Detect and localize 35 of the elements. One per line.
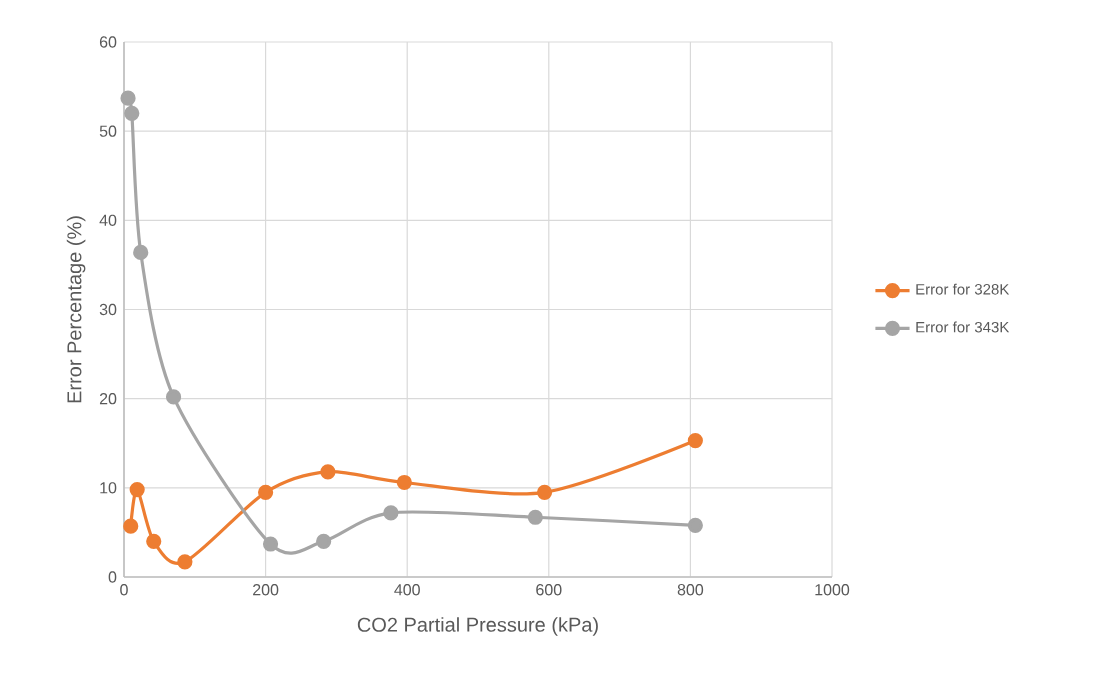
x-axis-title: CO2 Partial Pressure (kPa)	[357, 617, 598, 636]
point	[262, 536, 279, 552]
point	[536, 484, 553, 500]
point	[177, 554, 193, 570]
point	[133, 244, 149, 261]
y-tick-label: 60	[99, 36, 117, 48]
y-tick-label: 10	[100, 482, 117, 494]
y-tick-label: 40	[99, 214, 117, 226]
point	[320, 464, 336, 480]
x-tick-label: 600	[536, 584, 562, 596]
y-tick-label: 20	[99, 393, 117, 405]
legend-label: Error for 343K	[916, 321, 1010, 333]
point	[316, 533, 332, 549]
point	[687, 432, 703, 449]
x-tick-label: 0	[120, 584, 128, 596]
point	[396, 474, 412, 491]
legend-label: Error for 328K	[916, 283, 1010, 295]
x-tick-label: 800	[677, 584, 704, 596]
point	[258, 484, 274, 500]
point	[124, 105, 140, 121]
y-axis-title: Error Percentage (%)	[66, 216, 86, 403]
y-tick-label: 50	[99, 125, 117, 137]
x-tick-label: 400	[394, 584, 420, 596]
point	[527, 509, 543, 525]
point	[146, 533, 162, 549]
point	[129, 482, 145, 498]
y-tick-label: 30	[99, 303, 117, 316]
point	[383, 505, 399, 521]
x-tick-label: 1000	[815, 584, 850, 596]
point	[120, 90, 136, 106]
point	[687, 517, 703, 533]
point	[165, 389, 182, 405]
point	[123, 518, 139, 534]
x-tick-label: 200	[253, 584, 279, 596]
y-tick-label: 0	[108, 571, 117, 583]
